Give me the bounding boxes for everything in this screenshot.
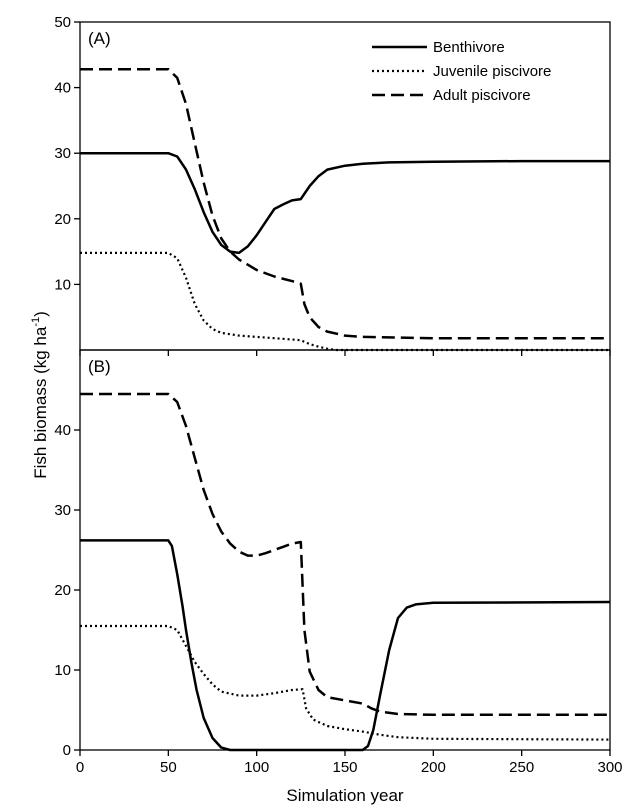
y-axis-title-close: ) <box>31 311 50 317</box>
panel-b-y-tick-label: 0 <box>63 742 71 759</box>
panel-b-x-tick-label: 200 <box>421 759 446 776</box>
legend: Benthivore Juvenile piscivore Adult pisc… <box>372 39 551 104</box>
panel-b-frame <box>79 349 611 751</box>
y-axis-title-main: Fish biomass (kg ha <box>31 326 50 479</box>
panel-a-series-benthivore <box>80 151 610 255</box>
panel-b-y-tick-label: 20 <box>54 582 71 599</box>
panel-b-y-tick-label: 10 <box>54 662 71 679</box>
panel-a-y-tick-label: 40 <box>54 80 71 97</box>
y-axis-title: Fish biomass (kg ha-1) <box>30 311 50 479</box>
legend-label-juvenile-piscivore: Juvenile piscivore <box>433 63 551 80</box>
panel-b-x-tick-label: 100 <box>244 759 269 776</box>
panel-b-series-adult-piscivore <box>80 392 610 717</box>
panel-a-label: (A) <box>88 29 111 48</box>
legend-label-adult-piscivore: Adult piscivore <box>433 87 531 104</box>
panel-b-x-tick-label: 300 <box>597 759 622 776</box>
panel-b: 0 10 20 30 40 0 50 100 150 200 250 300 (B) <box>54 349 623 776</box>
panel-a-series-adult-piscivore <box>80 67 610 340</box>
panel-b-label: (B) <box>88 357 111 376</box>
panel-b-y-tick-label: 40 <box>54 422 71 439</box>
panel-a-y-tick-label: 20 <box>54 211 71 228</box>
y-axis-title-superscript: -1 <box>30 317 42 327</box>
panel-b-x-tick-label: 250 <box>509 759 534 776</box>
panel-a-y-tick-label: 10 <box>54 276 71 293</box>
x-axis-title: Simulation year <box>286 786 404 805</box>
legend-label-benthivore: Benthivore <box>433 39 505 56</box>
panel-b-x-tick-label: 50 <box>160 759 177 776</box>
panel-b-series-juvenile-piscivore <box>80 624 611 741</box>
panel-b-x-tick-label: 150 <box>332 759 357 776</box>
panel-b-x-tick-label: 0 <box>76 759 84 776</box>
panel-a-y-tick-label: 30 <box>54 145 71 162</box>
panel-a: 10 20 30 40 50 (A) <box>54 14 611 356</box>
panel-b-y-tick-label: 30 <box>54 502 71 519</box>
panel-a-series-juvenile-piscivore <box>80 251 610 352</box>
panel-a-y-tick-label: 50 <box>54 14 71 31</box>
panel-b-series-benthivore <box>80 539 611 752</box>
